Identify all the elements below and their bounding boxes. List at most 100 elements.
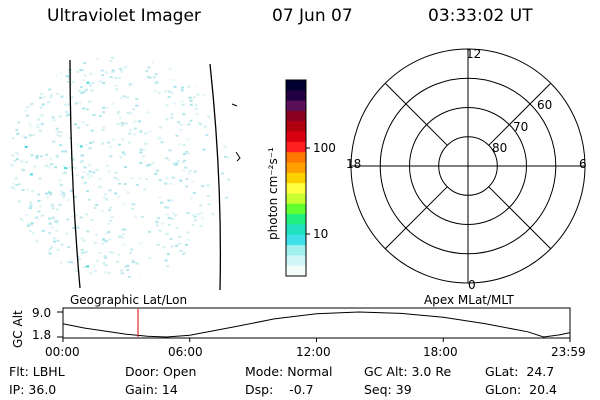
speckle: [41, 57, 45, 60]
speckle: [193, 215, 197, 218]
speckle: [25, 188, 29, 191]
orbit-ytick-9: 9.0: [32, 306, 52, 320]
speckle: [37, 82, 41, 85]
speckle: [124, 265, 128, 268]
speckle: [186, 231, 190, 234]
speckle: [36, 259, 40, 262]
speckle: [107, 272, 111, 274]
speckle: [49, 96, 53, 99]
speckle: [137, 177, 141, 180]
speckle: [183, 159, 186, 162]
speckle: [108, 189, 112, 192]
speckle: [20, 86, 24, 89]
speckle: [128, 275, 131, 278]
speckle: [198, 276, 202, 279]
speckle: [187, 239, 191, 241]
speckle: [130, 177, 134, 180]
speckle: [146, 75, 150, 78]
speckle: [85, 190, 89, 193]
speckle: [113, 84, 117, 87]
speckle: [111, 71, 115, 74]
speckle: [83, 62, 87, 64]
speckle: [91, 140, 95, 143]
speckle: [220, 214, 224, 217]
speckle: [47, 101, 51, 104]
speckle: [126, 112, 130, 114]
speckle: [212, 77, 216, 80]
color-bar-segment: [286, 234, 306, 246]
speckle: [81, 176, 85, 179]
speckle: [118, 77, 122, 79]
speckle: [148, 257, 152, 260]
colorbar-unit-label: photon cm⁻²s⁻¹: [266, 147, 280, 240]
speckle: [59, 135, 63, 138]
speckle: [120, 70, 124, 73]
speckle: [37, 88, 41, 91]
speckle: [228, 91, 232, 94]
speckle: [101, 128, 105, 131]
speckle: [107, 170, 111, 173]
speckle: [76, 255, 80, 258]
orbit-plot: [57, 307, 571, 342]
speckle: [135, 262, 139, 265]
speckle: [79, 145, 83, 148]
speckle: [129, 279, 133, 280]
speckle: [98, 251, 102, 254]
speckle: [139, 130, 143, 133]
speckle: [49, 94, 53, 97]
speckle: [147, 66, 151, 69]
speckle: [75, 102, 78, 105]
speckle: [173, 85, 177, 88]
speckle: [199, 123, 203, 126]
speckle: [114, 192, 118, 195]
speckle: [176, 269, 180, 272]
speckle: [101, 142, 105, 145]
speckle: [26, 99, 30, 101]
speckle: [16, 153, 20, 156]
speckle: [23, 56, 27, 59]
speckle: [123, 95, 126, 98]
speckle: [21, 135, 25, 138]
speckle: [187, 152, 191, 155]
speckle: [55, 222, 59, 225]
speckle: [11, 186, 15, 189]
speckle: [34, 216, 38, 219]
info-glon: GLon: 20.4: [485, 382, 557, 397]
speckle: [112, 138, 116, 141]
speckle: [168, 90, 172, 93]
speckle: [131, 260, 135, 263]
speckle: [82, 239, 86, 242]
speckle: [51, 207, 55, 210]
speckle: [95, 57, 99, 60]
coast-mark: [235, 151, 241, 162]
speckle: [186, 212, 190, 214]
speckle: [28, 207, 32, 210]
speckle: [28, 274, 32, 277]
speckle: [187, 85, 191, 88]
speckle: [72, 227, 76, 229]
speckle: [91, 82, 95, 85]
speckle: [134, 215, 137, 218]
speckle: [18, 200, 21, 203]
speckle: [42, 275, 45, 278]
speckle: [180, 275, 184, 278]
speckle: [113, 177, 117, 179]
speckle: [48, 252, 52, 255]
speckle: [184, 61, 188, 64]
speckle: [160, 141, 164, 144]
date-label: 07 Jun 07: [272, 6, 353, 26]
speckle: [74, 167, 78, 169]
speckle: [224, 96, 228, 99]
speckle: [157, 56, 161, 59]
speckle: [180, 100, 184, 103]
speckle: [48, 193, 52, 196]
speckle: [121, 202, 125, 205]
speckle: [151, 61, 155, 64]
speckle: [172, 162, 176, 165]
orbit-altitude-line: [62, 311, 570, 338]
speckle: [89, 84, 92, 87]
speckle: [90, 219, 94, 221]
speckle: [65, 232, 69, 235]
speckle: [123, 183, 127, 185]
speckle: [131, 207, 135, 210]
